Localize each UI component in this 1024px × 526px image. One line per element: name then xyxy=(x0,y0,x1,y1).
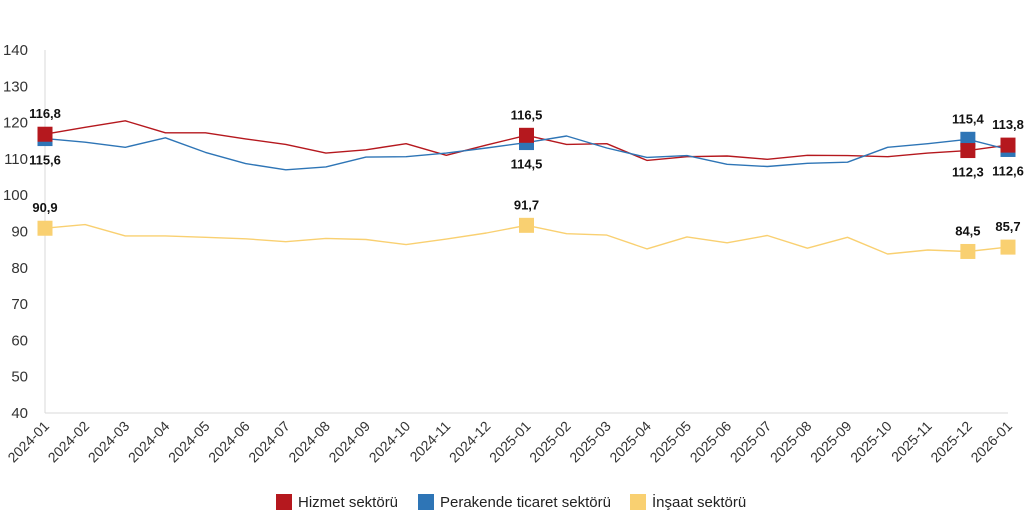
marker-hizmet-sektoru[interactable] xyxy=(37,126,53,142)
x-tick-label: 2024-02 xyxy=(45,418,93,466)
y-tick-label: 50 xyxy=(11,369,28,386)
x-tick-label: 2024-05 xyxy=(165,418,213,466)
x-tick-label: 2024-12 xyxy=(446,418,494,466)
x-tick-label: 2025-05 xyxy=(646,418,694,466)
data-label: 84,5 xyxy=(955,223,980,238)
legend-label-hizmet-sektoru[interactable]: Hizmet sektörü xyxy=(298,494,398,511)
data-label: 112,6 xyxy=(992,163,1024,178)
x-tick-label: 2024-08 xyxy=(285,418,333,466)
data-label: 90,9 xyxy=(32,200,57,215)
x-tick-label: 2025-02 xyxy=(526,418,574,466)
y-tick-label: 90 xyxy=(11,224,28,241)
marker-hizmet-sektoru[interactable] xyxy=(1000,137,1016,153)
y-tick-label: 120 xyxy=(3,115,28,132)
marker-insaat-sektoru[interactable] xyxy=(1000,239,1016,255)
y-tick-label: 70 xyxy=(11,296,28,313)
legend-label-perakende-ticaret-sektoru[interactable]: Perakende ticaret sektörü xyxy=(440,494,611,511)
x-tick-label: 2025-06 xyxy=(687,418,735,466)
x-tick-label: 2024-06 xyxy=(205,418,253,466)
marker-hizmet-sektoru[interactable] xyxy=(519,127,534,143)
x-tick-label: 2024-09 xyxy=(325,418,373,466)
x-tick-label: 2024-10 xyxy=(366,418,414,466)
y-tick-label: 110 xyxy=(4,151,28,168)
y-tick-label: 80 xyxy=(11,260,28,277)
x-tick-label: 2024-03 xyxy=(85,418,133,466)
marker-insaat-sektoru[interactable] xyxy=(960,243,976,259)
marker-hizmet-sektoru[interactable] xyxy=(960,143,976,159)
data-label: 116,5 xyxy=(511,107,543,122)
x-tick-label: 2025-01 xyxy=(486,418,534,466)
y-tick-label: 40 xyxy=(11,405,28,422)
data-label: 114,5 xyxy=(511,157,543,172)
x-tick-label: 2025-07 xyxy=(727,418,775,466)
legend-label-insaat-sektoru[interactable]: İnşaat sektörü xyxy=(652,493,746,511)
data-label: 113,8 xyxy=(992,117,1024,132)
marker-insaat-sektoru[interactable] xyxy=(519,217,534,233)
x-tick-label: 2024-11 xyxy=(406,418,453,465)
legend-swatch-hizmet-sektoru[interactable] xyxy=(276,494,292,510)
x-tick-label: 2024-01 xyxy=(4,418,52,466)
data-label: 115,6 xyxy=(29,153,61,168)
x-tick-label: 2025-04 xyxy=(606,418,654,466)
y-tick-label: 140 xyxy=(3,42,28,59)
x-tick-label: 2025-12 xyxy=(927,418,975,466)
data-label: 116,8 xyxy=(29,106,61,121)
data-label: 85,7 xyxy=(995,219,1020,234)
x-tick-label: 2026-01 xyxy=(967,418,1015,466)
y-tick-label: 100 xyxy=(3,187,28,204)
y-tick-label: 130 xyxy=(3,78,28,95)
data-label: 91,7 xyxy=(514,197,539,212)
x-tick-label: 2025-03 xyxy=(566,418,614,466)
x-tick-label: 2025-08 xyxy=(767,418,815,466)
marker-perakende-ticaret-sektoru[interactable] xyxy=(960,131,976,147)
marker-insaat-sektoru[interactable] xyxy=(37,220,53,236)
x-tick-label: 2025-10 xyxy=(847,418,895,466)
x-tick-label: 2024-04 xyxy=(125,418,173,466)
data-label: 115,4 xyxy=(952,111,985,126)
legend-swatch-perakende-ticaret-sektoru[interactable] xyxy=(418,494,434,510)
x-tick-label: 2025-09 xyxy=(807,418,855,466)
x-tick-label: 2024-07 xyxy=(245,418,293,466)
y-tick-label: 60 xyxy=(11,332,28,349)
data-label: 112,3 xyxy=(952,165,984,180)
legend-swatch-insaat-sektoru[interactable] xyxy=(630,494,646,510)
x-tick-label: 2025-11 xyxy=(888,418,935,465)
